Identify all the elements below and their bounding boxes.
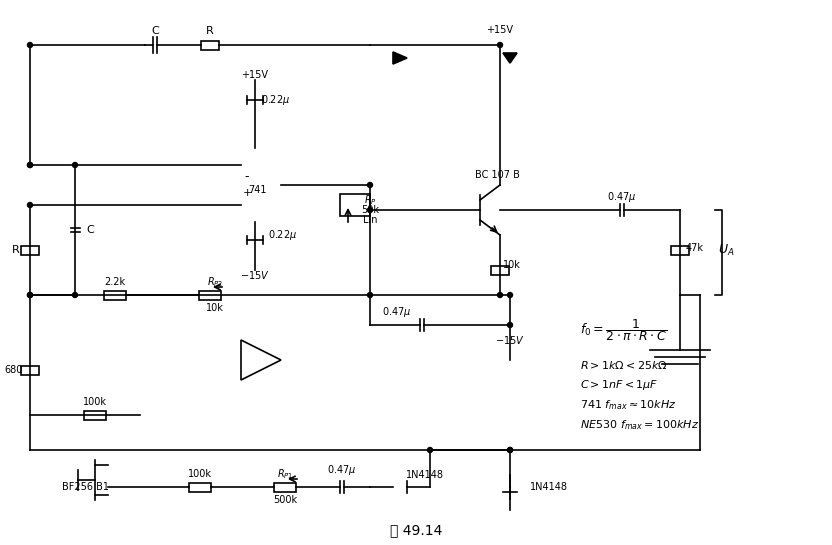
Text: 500k: 500k: [273, 495, 297, 505]
Bar: [340, 194, 370, 216]
Circle shape: [368, 208, 373, 213]
Text: C: C: [151, 26, 159, 36]
Text: BC 107 B: BC 107 B: [475, 170, 520, 180]
Text: R: R: [206, 26, 214, 36]
Circle shape: [498, 43, 503, 47]
Text: 741: 741: [248, 185, 266, 195]
Text: $U_A$: $U_A$: [718, 243, 735, 258]
Text: -: -: [245, 171, 250, 184]
Text: $R_P$: $R_P$: [364, 193, 376, 207]
Text: $-15V$: $-15V$: [240, 269, 270, 281]
Circle shape: [72, 293, 77, 298]
Text: BF256 B1: BF256 B1: [62, 482, 109, 492]
Text: $C > 1nF < 1\mu F$: $C > 1nF < 1\mu F$: [580, 378, 658, 392]
Text: $-15V$: $-15V$: [495, 334, 525, 346]
Circle shape: [508, 447, 513, 452]
Text: $NE530\ f_{max} = 100kHz$: $NE530\ f_{max} = 100kHz$: [580, 418, 699, 432]
Text: 10k: 10k: [206, 303, 224, 313]
Text: 50k: 50k: [361, 205, 379, 215]
Text: +: +: [242, 188, 252, 198]
Text: $R > 1k\Omega < 25k\Omega$: $R > 1k\Omega < 25k\Omega$: [580, 359, 667, 371]
Text: $0.22\mu$: $0.22\mu$: [268, 228, 296, 242]
Text: 100k: 100k: [188, 469, 212, 479]
Circle shape: [27, 293, 32, 298]
Text: $R_{P1}$: $R_{P1}$: [277, 467, 293, 481]
Bar: [104, 290, 126, 300]
Bar: [21, 245, 39, 255]
Text: +15V: +15V: [487, 25, 513, 35]
Circle shape: [27, 293, 32, 298]
Circle shape: [368, 183, 373, 187]
Circle shape: [428, 447, 433, 452]
Text: $0.47\mu$: $0.47\mu$: [327, 463, 357, 477]
Text: $R_{P2}$: $R_{P2}$: [207, 275, 223, 289]
Circle shape: [498, 293, 503, 298]
Polygon shape: [503, 53, 517, 63]
Bar: [201, 40, 219, 50]
Text: +15V: +15V: [241, 70, 269, 80]
Text: 47k: 47k: [686, 243, 704, 253]
Text: 100k: 100k: [83, 397, 107, 407]
Circle shape: [27, 162, 32, 167]
Polygon shape: [393, 52, 407, 64]
Text: 图 49.14: 图 49.14: [390, 523, 442, 537]
Bar: [189, 482, 211, 492]
Text: 1N4148: 1N4148: [530, 482, 568, 492]
Text: R: R: [12, 245, 20, 255]
Circle shape: [27, 203, 32, 208]
Text: $741\ f_{max} \approx 10kHz$: $741\ f_{max} \approx 10kHz$: [580, 398, 676, 412]
Bar: [21, 366, 39, 374]
Circle shape: [508, 447, 513, 452]
Text: 680: 680: [5, 365, 23, 375]
Circle shape: [72, 162, 77, 167]
Circle shape: [27, 43, 32, 47]
Text: $0.47\mu$: $0.47\mu$: [607, 190, 636, 204]
Text: Lin: Lin: [363, 215, 377, 225]
Text: 2.2k: 2.2k: [105, 277, 126, 287]
Bar: [84, 410, 106, 420]
Text: 1N4148: 1N4148: [406, 470, 444, 480]
Text: 10k: 10k: [503, 260, 521, 270]
Bar: [671, 245, 689, 255]
Text: $0.22\mu$: $0.22\mu$: [260, 93, 290, 107]
Text: $0.47\mu$: $0.47\mu$: [382, 305, 412, 319]
Bar: [491, 265, 509, 275]
Circle shape: [508, 293, 513, 298]
Text: C: C: [87, 225, 94, 235]
Circle shape: [368, 293, 373, 298]
Circle shape: [508, 323, 513, 328]
Text: $f_0 = \dfrac{1}{2 \cdot \pi \cdot R \cdot C}$: $f_0 = \dfrac{1}{2 \cdot \pi \cdot R \cd…: [580, 317, 667, 343]
Bar: [199, 290, 221, 300]
Bar: [274, 482, 296, 492]
Circle shape: [27, 162, 32, 167]
